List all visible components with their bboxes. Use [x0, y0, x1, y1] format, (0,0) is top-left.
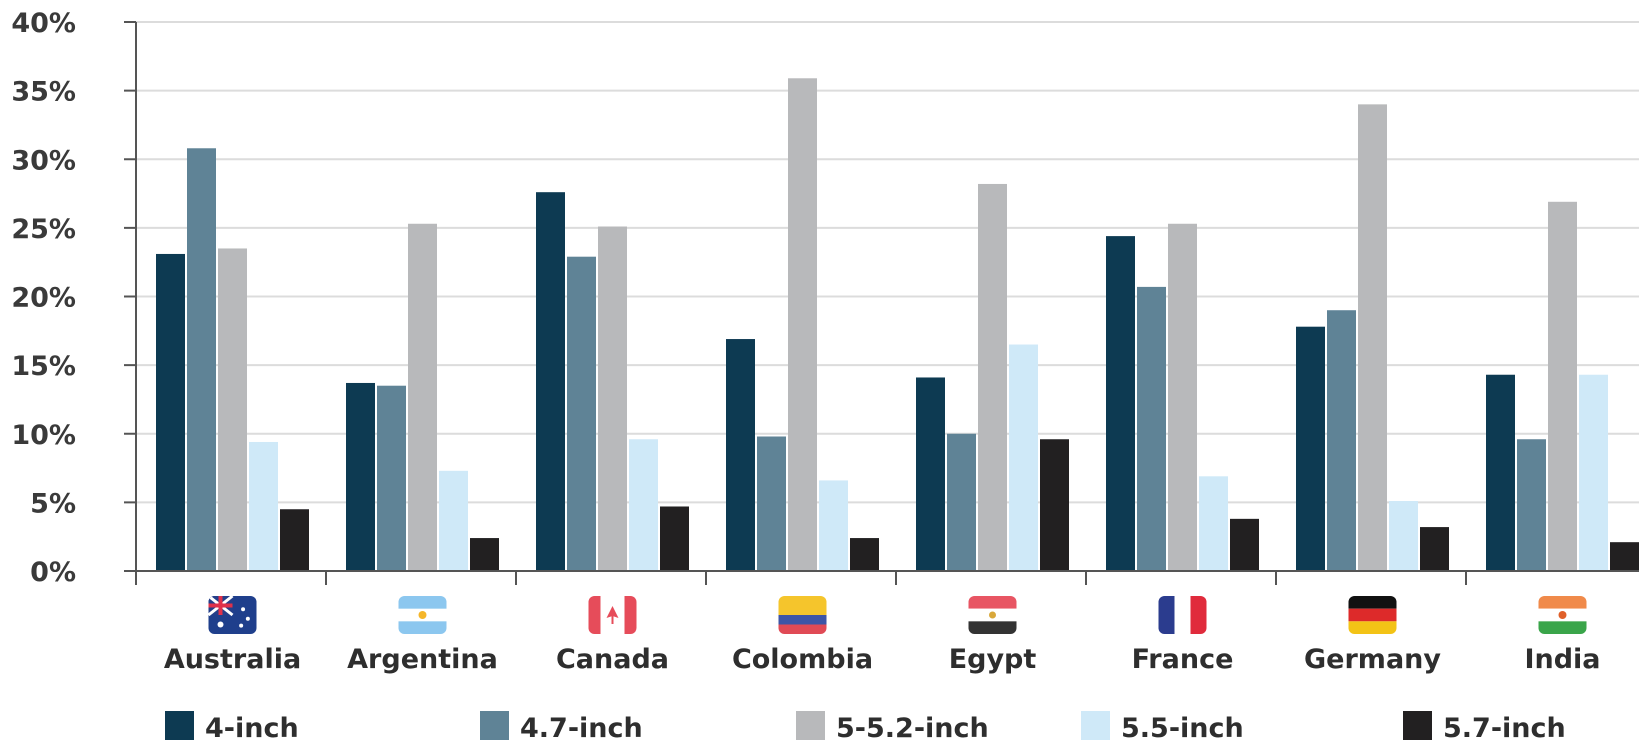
y-tick-label: 15% — [11, 351, 76, 382]
bar — [1610, 542, 1639, 571]
x-tick-label: Egypt — [949, 644, 1037, 675]
bar — [1168, 223, 1197, 571]
bar — [947, 433, 976, 571]
y-tick-label: 30% — [11, 145, 76, 176]
x-tick-label: Canada — [556, 644, 669, 675]
legend-swatch — [165, 711, 194, 740]
legend-label: 5.7-inch — [1443, 713, 1566, 743]
y-tick-label: 0% — [30, 557, 76, 588]
bar — [408, 223, 437, 571]
x-tick-label: Colombia — [732, 644, 873, 675]
bar — [757, 436, 786, 571]
y-axis-tick-labels: 0% 5% 10% 15% 20% 25% 30% 35% 40% — [11, 8, 76, 588]
bar — [536, 192, 565, 571]
bar — [187, 148, 216, 571]
bar — [439, 470, 468, 571]
x-tick-label: Germany — [1304, 644, 1441, 675]
legend: 4-inch 4.7-inch 5-5.2-inch 5.5-inch 5.7-inch — [165, 711, 1566, 743]
bar — [470, 538, 499, 571]
bar — [567, 256, 596, 571]
colombia-flag-icon — [778, 596, 827, 634]
canada-flag-icon — [588, 596, 637, 634]
bar — [280, 509, 309, 571]
y-tick-label: 20% — [11, 283, 76, 314]
bar — [249, 441, 278, 571]
bar — [377, 385, 406, 571]
germany-flag-icon — [1348, 596, 1397, 634]
bar — [1486, 374, 1515, 571]
legend-swatch — [1081, 711, 1110, 740]
bar — [916, 377, 945, 571]
bar — [1420, 527, 1449, 571]
argentina-flag-icon — [398, 596, 447, 634]
france-flag-icon — [1158, 596, 1207, 634]
bar — [1517, 439, 1546, 571]
bar — [1009, 344, 1038, 571]
bar — [660, 506, 689, 571]
y-tick-label: 35% — [11, 77, 76, 108]
bar — [1230, 518, 1259, 571]
bar — [1327, 310, 1356, 571]
bars — [156, 78, 1639, 572]
bar — [346, 382, 375, 571]
bar — [1358, 104, 1387, 571]
bar — [1199, 476, 1228, 571]
bar — [1040, 439, 1069, 571]
india-flag-icon — [1538, 596, 1587, 634]
legend-label: 5-5.2-inch — [836, 713, 989, 743]
x-tick-label: France — [1132, 644, 1234, 675]
y-tick-label: 40% — [11, 8, 76, 39]
x-tick-label: Australia — [164, 644, 301, 675]
x-tick-label: India — [1524, 644, 1600, 675]
bar — [1548, 201, 1577, 572]
egypt-flag-icon — [968, 596, 1017, 634]
country-flags — [208, 596, 1587, 634]
bar — [598, 226, 627, 571]
bar — [726, 339, 755, 571]
legend-swatch — [796, 711, 825, 740]
bar — [850, 538, 879, 571]
axes — [124, 21, 1639, 585]
bar — [788, 78, 817, 572]
bar — [629, 439, 658, 571]
bar — [1389, 501, 1418, 571]
bar — [156, 253, 185, 571]
bar — [978, 183, 1007, 571]
y-tick-label: 25% — [11, 214, 76, 245]
x-tick-label: Argentina — [347, 644, 498, 675]
y-tick-label: 10% — [11, 420, 76, 451]
australia-flag-icon — [208, 596, 257, 634]
legend-label: 4.7-inch — [520, 713, 643, 743]
x-axis-category-labels: Australia Argentina Canada Colombia Egypt Fra… — [164, 644, 1601, 675]
bar — [218, 248, 247, 571]
legend-swatch — [480, 711, 509, 740]
bar — [1137, 286, 1166, 571]
bar — [1579, 374, 1608, 571]
legend-swatch — [1403, 711, 1432, 740]
bar — [1296, 326, 1325, 571]
bar — [819, 480, 848, 571]
y-tick-label: 5% — [30, 488, 76, 519]
legend-label: 4-inch — [205, 713, 299, 743]
bar — [1106, 236, 1135, 572]
legend-label: 5.5-inch — [1121, 713, 1244, 743]
